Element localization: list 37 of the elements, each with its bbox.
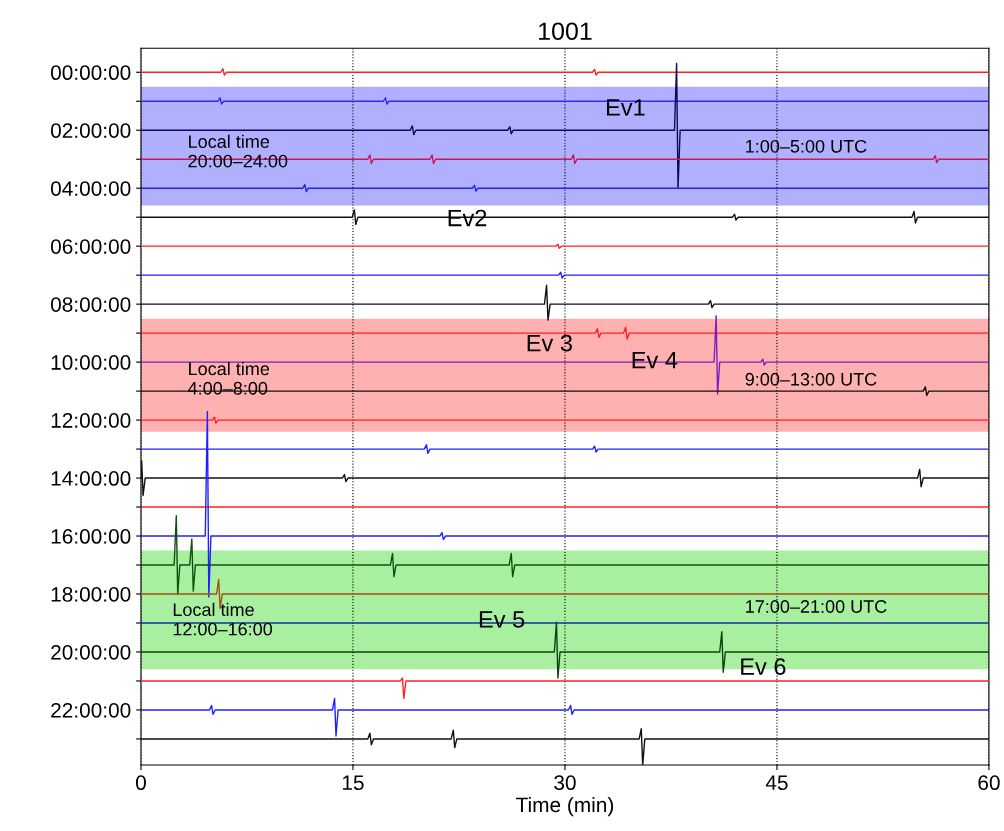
y-tick-label: 04:00:00 <box>50 181 131 196</box>
line-series <box>140 68 989 76</box>
line-series <box>140 284 989 321</box>
x-tick-label: 15 <box>342 775 364 791</box>
annotation: 1:00–5:00 UTC <box>746 139 867 153</box>
x-tick-label: 45 <box>765 775 788 791</box>
x-axis-title: Time (min) <box>516 796 614 817</box>
line-series <box>140 515 989 595</box>
y-tick-label: 18:00:00 <box>51 587 131 602</box>
annotation: 9:00–13:00 UTC <box>745 372 877 386</box>
line-series <box>140 209 989 226</box>
y-tick-label: 20:00:00 <box>51 644 131 660</box>
line-series <box>140 697 989 737</box>
chart-title: 1001 <box>539 22 592 41</box>
y-tick-label: 08:00:00 <box>50 297 131 312</box>
annotation: Ev 4 <box>632 351 678 369</box>
annotation: Local time 12:00–16:00 <box>173 602 273 636</box>
y-tick-label: 12:00:00 <box>51 413 131 428</box>
y-tick-label: 06:00:00 <box>50 239 131 254</box>
annotation: Ev 6 <box>741 658 786 675</box>
y-tick-label: 14:00:00 <box>51 471 131 486</box>
y-tick-label: 16:00:00 <box>51 529 131 544</box>
line-series <box>140 315 989 395</box>
x-tick-label: 60 <box>978 775 1000 791</box>
line-series <box>140 62 989 189</box>
x-tick-label: 30 <box>554 775 576 791</box>
annotation: Ev 3 <box>527 334 572 352</box>
x-tick-label: 0 <box>135 775 146 791</box>
line-series <box>140 184 989 193</box>
line-series <box>140 410 989 598</box>
y-tick-label: 10:00:00 <box>51 355 131 370</box>
annotation: Ev1 <box>606 99 645 116</box>
y-tick-label: 00:00:00 <box>50 65 131 81</box>
y-tick-label: 02:00:00 <box>50 123 131 138</box>
annotation: 17:00–21:00 UTC <box>746 600 887 613</box>
line-series <box>140 459 989 497</box>
y-tick-label: 22:00:00 <box>51 702 131 718</box>
